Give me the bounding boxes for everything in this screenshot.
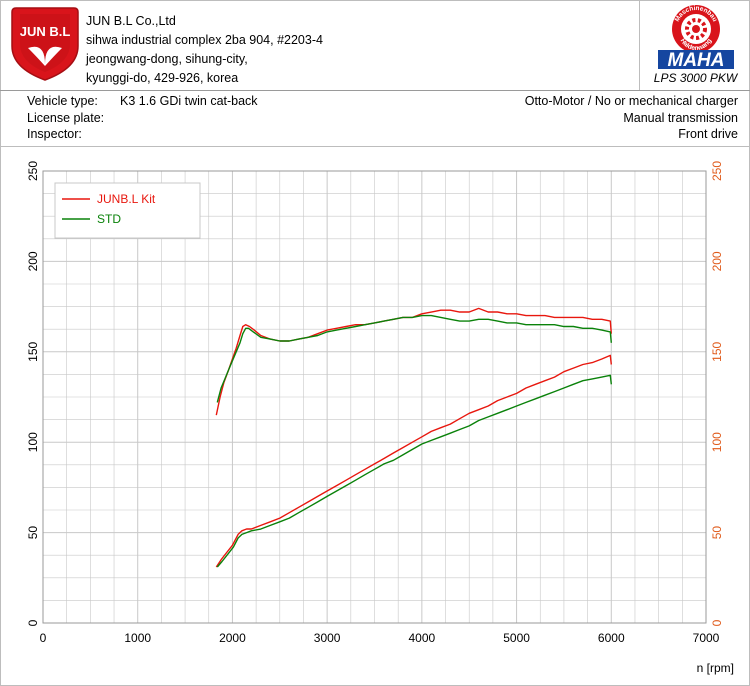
x-tick-label: 3000: [314, 631, 341, 645]
maha-logo: Maschinenbau Haldenwang MAHA: [658, 5, 734, 71]
x-tick-label: 2000: [219, 631, 246, 645]
vehicle-type-value: K3 1.6 GDi twin cat-back: [120, 94, 258, 108]
legend-std-label: STD: [97, 212, 121, 226]
x-tick-label: 1000: [124, 631, 151, 645]
y2-tick-labels: 0 50 100 150 200 250: [710, 161, 724, 627]
vehicle-type-label: Vehicle type:: [27, 94, 98, 108]
x-tick-labels: 0 1000 2000 3000 4000 5000 6000 7000: [40, 631, 720, 645]
maha-brand: Maschinenbau Haldenwang MAHA LPS 3000 PK…: [639, 0, 750, 90]
x-tick-label: 4000: [409, 631, 436, 645]
x-tick-label: 5000: [503, 631, 530, 645]
license-plate-label: License plate:: [27, 110, 105, 125]
vehicle-type-row: Vehicle type: K3 1.6 GDi twin cat-back: [27, 93, 258, 110]
y-tick-label: 250: [26, 161, 40, 181]
drive-type: Front drive: [678, 127, 738, 141]
transmission-type: Manual transmission: [623, 110, 738, 125]
chart-legend: JUNB.L Kit STD: [54, 182, 201, 239]
x-tick-label: 6000: [598, 631, 625, 645]
vehicle-info-right: Otto-Motor / No or mechanical charger Ma…: [525, 93, 738, 143]
y2-tick-label: 0: [710, 619, 724, 626]
license-plate-row: License plate:: [27, 110, 258, 127]
y-tick-label: 50: [26, 526, 40, 540]
y2-tick-label: 100: [710, 432, 724, 452]
std-power-line: [216, 374, 612, 568]
legend-box: [54, 182, 201, 239]
x-axis-label: n [rpm]: [697, 661, 734, 675]
kit-power-line: [215, 354, 612, 568]
inspector-label: Inspector:: [27, 127, 82, 141]
y2-tick-label: 50: [710, 526, 724, 540]
vehicle-info-left: Vehicle type: K3 1.6 GDi twin cat-back L…: [27, 93, 258, 143]
y2-tick-label: 200: [710, 251, 724, 271]
y2-tick-label: 250: [710, 161, 724, 181]
report-header: JUN B.L JUN B.L Co.,Ltd sihwa industrial…: [0, 0, 750, 91]
company-address: JUN B.L Co.,Ltd sihwa industrial complex…: [86, 12, 323, 88]
y-tick-label: 200: [26, 251, 40, 271]
y-tick-labels: 0 50 100 150 200 250: [26, 161, 40, 627]
plot-area: [42, 170, 707, 624]
address-line-3: kyunggi-do, 429-926, korea: [86, 71, 239, 85]
legend-kit-label: JUNB.L Kit: [97, 192, 156, 206]
std-torque-line: [216, 314, 612, 403]
vehicle-info: Vehicle type: K3 1.6 GDi twin cat-back L…: [0, 90, 750, 147]
chart-series: [215, 307, 612, 568]
company-name: JUN B.L Co.,Ltd: [86, 14, 176, 28]
inspector-row: Inspector:: [27, 126, 258, 143]
maha-model: LPS 3000 PKW: [653, 71, 738, 85]
y-tick-label: 100: [26, 432, 40, 452]
y2-tick-label: 150: [710, 341, 724, 361]
logo-wordmark: JUN B.L: [20, 24, 71, 39]
x-tick-label: 7000: [693, 631, 720, 645]
junbl-logo: JUN B.L: [10, 6, 80, 82]
address-line-1: sihwa industrial complex 2ba 904, #2203-…: [86, 33, 323, 47]
y-tick-label: 150: [26, 341, 40, 361]
y-tick-label: 0: [26, 619, 40, 626]
address-line-2: jeongwang-dong, sihung-city,: [86, 52, 248, 66]
engine-type: Otto-Motor / No or mechanical charger: [524, 94, 738, 108]
maha-wordmark: MAHA: [668, 50, 725, 71]
x-tick-label: 0: [40, 631, 47, 645]
chart-grid: [42, 170, 707, 624]
